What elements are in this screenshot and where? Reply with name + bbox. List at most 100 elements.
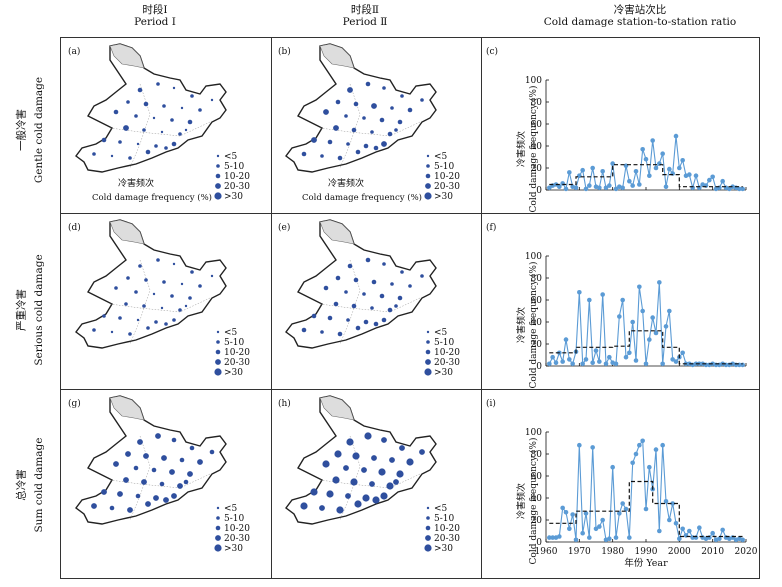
station-marker (143, 453, 149, 459)
legend-marker (426, 516, 430, 520)
station-marker (145, 149, 151, 155)
station-marker (184, 128, 188, 132)
legend-label: 20-30 (224, 534, 250, 544)
station-marker (144, 278, 148, 282)
data-point (587, 183, 592, 188)
series-line (549, 136, 743, 191)
data-point (587, 297, 592, 303)
data-point (577, 442, 582, 448)
y-axis-label-zh: 冷害频次 (515, 307, 527, 343)
y-tick-label: 40 (531, 494, 543, 504)
station-marker (159, 481, 165, 487)
data-point (563, 510, 569, 515)
hatched-region (319, 395, 355, 421)
y-tick-label: 60 (531, 120, 543, 130)
data-point (590, 165, 595, 171)
station-marker (210, 274, 214, 278)
station-marker (344, 290, 348, 294)
station-marker (332, 476, 340, 484)
data-point (593, 348, 599, 353)
data-point (630, 460, 635, 466)
y-axis-label-en: Cold damage frequency (%) (528, 86, 539, 213)
legend-marker (216, 506, 220, 510)
chart-panel-(f): (f) 冷害频次 Cold damage frequency (%)0 20 40 60 8… (486, 222, 747, 388)
data-point (650, 138, 655, 143)
data-point (630, 319, 635, 325)
station-marker (114, 286, 118, 290)
station-marker (420, 98, 424, 102)
map-area (285, 43, 437, 173)
station-marker (336, 506, 344, 514)
station-marker (323, 109, 329, 115)
station-marker (323, 285, 329, 291)
y-tick-label: 40 (531, 318, 543, 328)
station-marker (127, 507, 133, 513)
data-point (600, 517, 605, 523)
data-point (670, 357, 675, 362)
region-outline (75, 43, 227, 173)
data-point (553, 360, 559, 365)
station-marker (189, 445, 195, 451)
y-tick-label: 80 (531, 98, 543, 108)
station-marker (397, 295, 403, 301)
station-marker (381, 141, 387, 147)
data-point (580, 361, 585, 367)
province-boundary (109, 297, 211, 313)
station-marker (190, 270, 194, 274)
panel-label: (c) (486, 46, 498, 57)
mean-step-line (549, 480, 743, 538)
data-point (590, 360, 595, 365)
station-marker (400, 270, 404, 274)
data-point (600, 169, 605, 174)
station-marker (350, 478, 358, 486)
station-marker (128, 332, 132, 336)
data-point (583, 511, 589, 516)
series-line (549, 439, 743, 541)
data-point (577, 173, 582, 178)
station-marker (333, 125, 339, 131)
legend-marker (215, 359, 221, 365)
station-marker (156, 258, 160, 262)
station-marker (407, 107, 413, 113)
station-marker (334, 450, 342, 458)
y-tick-label: 0 (536, 538, 542, 548)
data-point (640, 147, 645, 152)
data-point (647, 173, 652, 178)
mean-step-line (549, 164, 743, 188)
station-marker (172, 86, 176, 90)
station-marker (154, 320, 158, 324)
legend-label: >30 (434, 192, 453, 202)
station-marker (346, 142, 350, 146)
station-marker (187, 471, 193, 477)
legend-marker (425, 525, 431, 531)
station-marker (152, 292, 156, 296)
legend-label: 5-10 (434, 514, 454, 524)
station-marker (379, 117, 385, 123)
station-marker (400, 94, 404, 98)
data-point (577, 290, 582, 295)
station-marker (210, 98, 214, 102)
station-marker (370, 130, 374, 134)
legend-label: <5 (224, 504, 238, 514)
y-tick-label: 0 (536, 362, 542, 372)
station-marker (153, 495, 159, 501)
station-marker (172, 262, 176, 266)
panel-label: (d) (68, 222, 81, 233)
station-marker (141, 479, 147, 485)
station-marker (337, 155, 343, 161)
station-marker (390, 106, 394, 110)
station-marker (101, 137, 107, 143)
legend-label: >30 (224, 368, 243, 378)
data-point (680, 350, 685, 356)
data-point (623, 506, 629, 512)
legend-marker (215, 173, 221, 179)
legend-label: <5 (224, 152, 238, 162)
station-marker (346, 438, 354, 446)
station-marker (171, 493, 177, 499)
station-marker (394, 304, 398, 308)
data-point (663, 324, 669, 329)
station-marker (137, 439, 143, 445)
